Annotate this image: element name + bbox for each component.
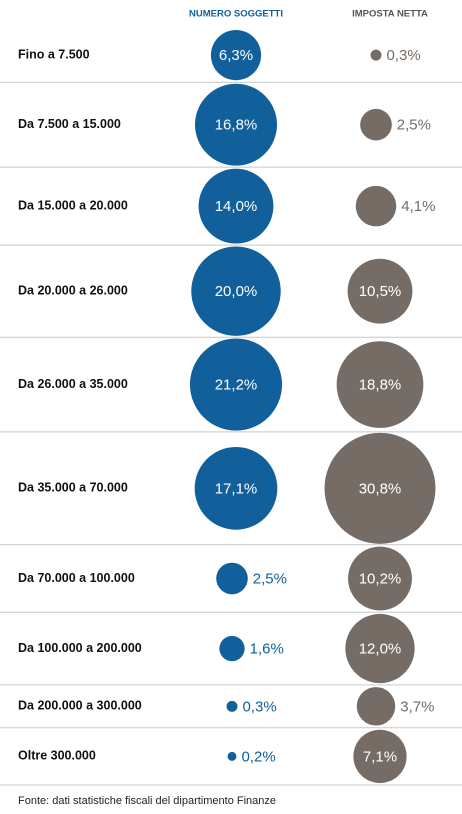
value-label: 0,2% bbox=[241, 748, 275, 765]
value-label: 7,1% bbox=[363, 748, 397, 765]
value-label: 10,5% bbox=[359, 283, 402, 300]
bubble bbox=[348, 546, 412, 611]
value-label: 3,7% bbox=[400, 698, 434, 715]
value-label: 16,8% bbox=[215, 117, 258, 134]
bubble bbox=[227, 751, 237, 761]
value-label: 14,0% bbox=[215, 198, 258, 215]
bubble bbox=[210, 30, 262, 81]
source-note: Fonte: dati statistiche fiscali del dipa… bbox=[18, 795, 276, 807]
bubble bbox=[356, 687, 396, 726]
value-label: 1,6% bbox=[250, 641, 284, 658]
value-label: 0,3% bbox=[386, 47, 420, 64]
bubble bbox=[194, 446, 278, 530]
bubble bbox=[324, 432, 436, 544]
bubble bbox=[347, 258, 413, 324]
row-label: Da 26.000 a 35.000 bbox=[18, 377, 128, 391]
bubble bbox=[336, 341, 424, 428]
value-label: 4,1% bbox=[401, 198, 435, 215]
bubble bbox=[345, 613, 415, 684]
value-label: 20,0% bbox=[215, 283, 258, 300]
column-header: IMPOSTA NETTA bbox=[352, 9, 428, 20]
bubble bbox=[370, 49, 382, 61]
value-label: 6,3% bbox=[219, 47, 253, 64]
bubble bbox=[219, 635, 245, 662]
row-label: Da 70.000 a 100.000 bbox=[18, 571, 135, 585]
bubble bbox=[195, 83, 277, 166]
bubble bbox=[355, 185, 397, 227]
row-label: Oltre 300.000 bbox=[18, 749, 96, 763]
bubble bbox=[226, 700, 238, 712]
bubble bbox=[360, 108, 392, 141]
value-label: 2,5% bbox=[397, 117, 431, 134]
bubble bbox=[216, 562, 248, 595]
value-label: 10,2% bbox=[359, 570, 402, 587]
value-label: 2,5% bbox=[253, 570, 287, 587]
value-label: 17,1% bbox=[215, 480, 258, 497]
value-label: 30,8% bbox=[359, 480, 402, 497]
value-label: 0,3% bbox=[242, 698, 276, 715]
row-label: Da 100.000 a 200.000 bbox=[18, 641, 142, 655]
value-label: 12,0% bbox=[359, 641, 402, 658]
row-label: Fino a 7.500 bbox=[18, 47, 90, 61]
row-label: Da 200.000 a 300.000 bbox=[18, 699, 142, 713]
value-label: 21,2% bbox=[215, 377, 258, 394]
bubble bbox=[191, 246, 281, 336]
bubble bbox=[353, 729, 407, 784]
bubble bbox=[198, 168, 274, 244]
row-label: Da 15.000 a 20.000 bbox=[18, 198, 128, 212]
row-label: Da 20.000 a 26.000 bbox=[18, 283, 128, 297]
bubble bbox=[189, 338, 283, 431]
column-header: NUMERO SOGGETTI bbox=[189, 9, 283, 20]
row-label: Da 35.000 a 70.000 bbox=[18, 481, 128, 495]
value-label: 18,8% bbox=[359, 377, 402, 394]
row-label: Da 7.500 a 15.000 bbox=[18, 117, 121, 131]
